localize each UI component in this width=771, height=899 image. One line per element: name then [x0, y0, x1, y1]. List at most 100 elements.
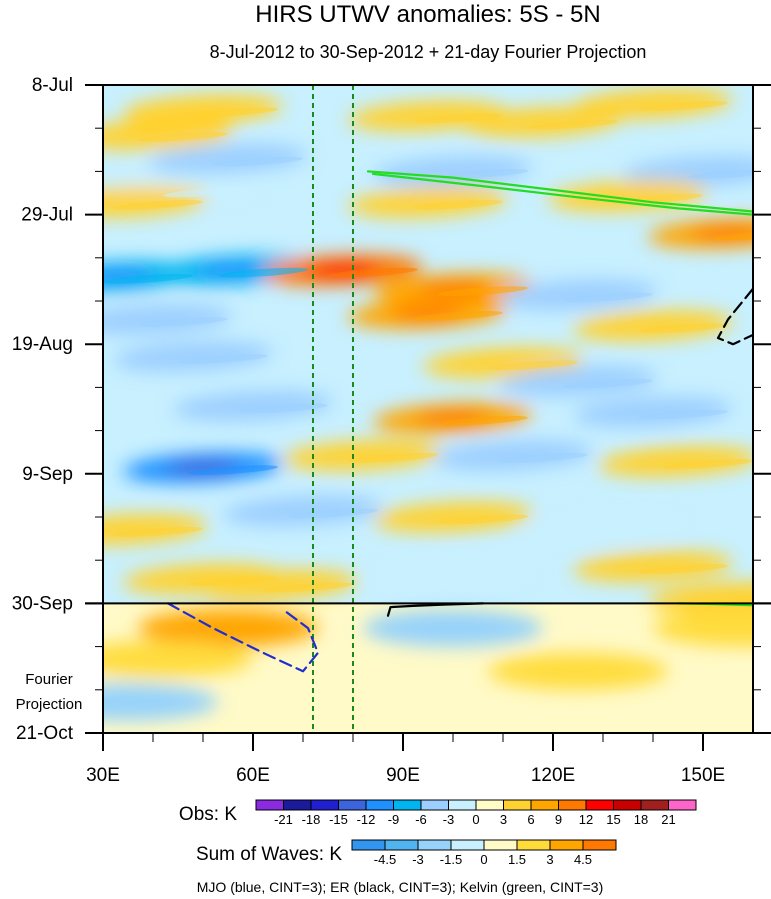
- kelvin-contour: [371, 172, 753, 216]
- anomaly-streak: [113, 199, 203, 210]
- anomaly-streak: [438, 169, 528, 179]
- kelvin-contour: [366, 170, 753, 213]
- colorbar-level-label: 3: [546, 852, 553, 867]
- anomaly-blob: [348, 186, 508, 218]
- obs-colorbar: -21 -18 -15 -12 -9 -6 -3 0 3 6 9 12 15 18 21: [255, 799, 697, 827]
- projection-blob: [363, 609, 543, 647]
- anomaly-blob: [498, 365, 658, 397]
- anomaly-streak: [438, 514, 528, 525]
- colorbar-swatch: [585, 799, 614, 811]
- anomaly-streak: [438, 570, 528, 580]
- x-tick-label: 120E: [531, 765, 575, 786]
- projection-label-line-1: Fourier: [25, 671, 73, 688]
- x-tick-label: 30E: [86, 765, 120, 786]
- colorbar-swatch: [384, 839, 419, 851]
- colorbar-swatch: [420, 799, 449, 811]
- anomaly-streak: [238, 403, 328, 414]
- colorbar-swatch: [417, 839, 452, 851]
- colorbar-swatch: [450, 839, 485, 851]
- colorbar-level-label: 1.5: [508, 852, 526, 867]
- colorbar-level-label: 3: [500, 812, 507, 827]
- colorbar-swatch: [613, 799, 642, 811]
- colorbar-swatch: [283, 799, 312, 811]
- plot-area: [103, 85, 753, 733]
- anomaly-blob: [103, 304, 233, 335]
- projection-blob: [103, 683, 218, 721]
- anomaly-streak: [178, 354, 268, 364]
- colorbar-level-label: -3: [412, 852, 424, 867]
- colorbar-level-label: 4.5: [574, 852, 592, 867]
- sum-of-waves-colorbar-label: Sum of Waves: K: [196, 844, 342, 865]
- anomaly-streak: [663, 459, 753, 469]
- projection-blob: [488, 652, 668, 690]
- anomaly-blob: [573, 550, 733, 582]
- anomaly-streak: [413, 310, 503, 321]
- mjo-contour: [166, 602, 320, 673]
- anomaly-blob: [103, 513, 208, 545]
- colorbar-swatch: [516, 839, 551, 851]
- colorbar-swatch: [483, 839, 518, 851]
- anomaly-blob: [648, 581, 753, 613]
- anomaly-streak: [438, 286, 528, 296]
- y-tick-label: 19-Aug: [12, 334, 73, 355]
- sum-of-waves-colorbar: -4.5 -3 -1.5 0 1.5 3 4.5: [351, 839, 617, 867]
- reference-longitude-lines: [312, 85, 354, 733]
- anomaly-field: [103, 88, 753, 721]
- anomaly-streak: [413, 113, 503, 124]
- anomaly-streak: [263, 582, 353, 593]
- anomaly-streak: [138, 317, 228, 327]
- anomaly-streak: [348, 452, 438, 463]
- anomaly-streak: [218, 267, 308, 278]
- anomaly-streak: [163, 187, 253, 198]
- anomaly-streak: [713, 230, 753, 241]
- colorbar-level-label: 15: [606, 812, 620, 827]
- colorbar-level-label: -4.5: [374, 852, 396, 867]
- colorbar-level-label: -6: [415, 812, 427, 827]
- colorbar-swatch: [582, 839, 617, 851]
- plot-frame: [102, 84, 754, 734]
- anomaly-streak: [213, 156, 303, 167]
- anomaly-streak: [438, 415, 528, 426]
- anomaly-streak: [328, 267, 418, 278]
- anomaly-blob: [113, 341, 273, 372]
- anomaly-streak: [638, 409, 728, 420]
- anomaly-streak: [638, 563, 728, 574]
- colorbar-swatch: [503, 799, 532, 811]
- anomaly-streak: [113, 526, 203, 537]
- chart-title: HIRS UTWV anomalies: 5S - 5N: [255, 1, 600, 28]
- anomaly-streak: [288, 508, 378, 519]
- anomaly-blob: [283, 439, 443, 471]
- anomaly-streak: [188, 107, 278, 118]
- y-tick-label: 30-Sep: [12, 593, 73, 614]
- anomaly-streak: [138, 131, 228, 142]
- y-tick-label: 8-Jul: [32, 75, 73, 96]
- chart-subtitle: 8-Jul-2012 to 30-Sep-2012 + 21-day Fouri…: [210, 42, 647, 62]
- anomaly-streak: [528, 119, 618, 130]
- colorbar-level-label: 21: [661, 812, 675, 827]
- anomaly-streak: [638, 323, 728, 334]
- colorbar-level-label: 18: [634, 812, 648, 827]
- colorbar-swatch: [640, 799, 669, 811]
- colorbar-level-label: -3: [443, 812, 455, 827]
- colorbar-level-label: -9: [388, 812, 400, 827]
- colorbar-swatch: [338, 799, 367, 811]
- colorbar-swatch: [549, 839, 584, 851]
- colorbar-swatch: [475, 799, 504, 811]
- anomaly-blob: [573, 310, 733, 342]
- anomaly-blob: [148, 143, 308, 175]
- anomaly-blob: [573, 88, 733, 119]
- anomaly-streak: [103, 273, 193, 284]
- colorbar-level-label: 0: [480, 852, 487, 867]
- colorbar-level-label: 9: [555, 812, 562, 827]
- anomaly-streak: [488, 360, 578, 371]
- colorbar-level-label: -21: [274, 812, 293, 827]
- anomaly-blob: [373, 501, 533, 533]
- anomaly-blob: [623, 156, 753, 187]
- colorbar-swatch: [351, 839, 386, 851]
- obs-colorbar-label: Obs: K: [179, 804, 237, 825]
- colorbar-level-label: 12: [579, 812, 593, 827]
- anomaly-streak: [563, 292, 653, 303]
- projection-blob: [653, 609, 753, 647]
- colorbar-swatch: [448, 799, 477, 811]
